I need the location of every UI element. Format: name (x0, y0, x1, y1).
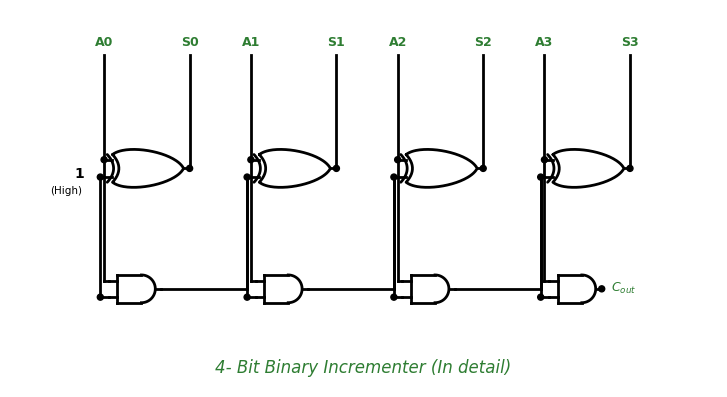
Circle shape (391, 294, 397, 300)
Text: S0: S0 (181, 37, 198, 50)
Circle shape (480, 166, 486, 172)
Circle shape (97, 294, 103, 300)
Text: A0: A0 (95, 37, 113, 50)
Circle shape (334, 166, 340, 172)
Circle shape (244, 174, 250, 180)
Text: 1: 1 (74, 167, 84, 181)
Text: S1: S1 (328, 37, 345, 50)
Text: A2: A2 (388, 37, 407, 50)
Circle shape (391, 174, 397, 180)
Circle shape (248, 157, 254, 163)
Text: (High): (High) (50, 186, 82, 196)
Circle shape (542, 157, 547, 163)
Circle shape (101, 157, 107, 163)
Circle shape (599, 286, 605, 292)
Text: 4- Bit Binary Incrementer (In detail): 4- Bit Binary Incrementer (In detail) (215, 359, 512, 377)
Circle shape (538, 174, 544, 180)
Circle shape (97, 174, 103, 180)
Circle shape (395, 157, 401, 163)
Circle shape (187, 166, 193, 172)
Circle shape (538, 294, 544, 300)
Text: S2: S2 (474, 37, 492, 50)
Circle shape (244, 294, 250, 300)
Text: $C_{out}$: $C_{out}$ (611, 281, 636, 297)
Text: S3: S3 (621, 37, 639, 50)
Circle shape (627, 166, 633, 172)
Text: A3: A3 (535, 37, 553, 50)
Text: A1: A1 (241, 37, 260, 50)
